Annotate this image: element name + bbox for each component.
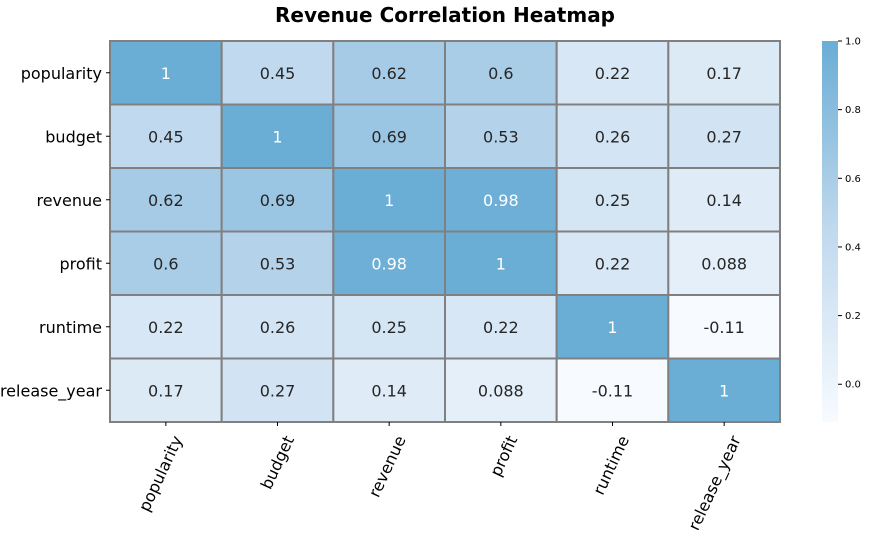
cell-value-label: 0.22 (483, 318, 519, 337)
heatmap-cell-budget-budget (220, 103, 335, 169)
cell-value-label: 0.45 (260, 64, 296, 83)
cell-value-label: 0.26 (260, 318, 296, 337)
cell-value-label: 0.14 (371, 381, 407, 400)
row-label-revenue: revenue (36, 191, 102, 210)
cell-value-label: 0.69 (371, 127, 407, 146)
column-label-profit: profit (486, 433, 521, 480)
heatmap-cell-profit-profit (444, 230, 558, 296)
cell-value-label: 0.22 (148, 318, 184, 337)
cell-value-label: 0.25 (371, 318, 407, 337)
colorbar-tick-label: 0.0 (845, 380, 861, 391)
cell-value-label: 1 (384, 191, 394, 210)
cell-value-label: 1 (607, 318, 617, 337)
heatmap-cell-profit-revenue (332, 230, 447, 296)
colorbar-tick-label: 0.2 (845, 311, 861, 322)
cell-value-label: 1 (496, 254, 506, 273)
chart-title: Revenue Correlation Heatmap (275, 3, 615, 27)
cell-value-label: 0.088 (701, 254, 747, 273)
cell-value-label: 1 (161, 64, 171, 83)
heatmap-cell-budget-release_year (667, 103, 781, 169)
column-labels: popularity budget revenue profit runtime rele… (135, 422, 746, 534)
heatmap-cell-revenue-release_year (667, 167, 781, 233)
cell-value-label: 0.62 (371, 64, 407, 83)
heatmap-cell-release_year-popularity (109, 357, 223, 423)
heatmap-cell-budget-profit (444, 103, 558, 169)
cell-value-label: -0.11 (703, 318, 744, 337)
column-label-release_year: release_year (684, 432, 745, 530)
cell-value-label: 0.6 (153, 254, 178, 273)
cell-value-label: 0.45 (148, 127, 184, 146)
cell-value-label: 0.17 (148, 381, 184, 400)
cell-value-label: 0.98 (371, 254, 407, 273)
cell-value-label: 0.27 (706, 127, 742, 146)
colorbar-tick-label: 0.6 (845, 174, 861, 185)
heatmap-cell-popularity-release_year (667, 40, 781, 106)
heatmap-cell-profit-runtime (555, 230, 670, 296)
heatmap-cell-profit-release_year (667, 230, 781, 296)
cell-value-label: 0.27 (260, 381, 296, 400)
column-label-revenue: revenue (365, 433, 410, 500)
row-label-profit: profit (59, 254, 102, 273)
colorbar-gradient (822, 41, 838, 422)
row-labels: popularity budget revenue profit runtime rele… (0, 64, 110, 401)
colorbar: 0.0 0.2 0.4 0.6 0.8 1.0 (822, 37, 861, 422)
colorbar-tick-label: 0.8 (845, 105, 861, 116)
column-label-popularity: popularity (135, 433, 187, 515)
row-label-popularity: popularity (21, 64, 102, 83)
heatmap-cell-revenue-budget (220, 167, 335, 233)
cell-value-label: 0.53 (260, 254, 296, 273)
row-label-runtime: runtime (39, 318, 102, 337)
cell-value-label: 0.53 (483, 127, 519, 146)
row-label-release_year: release_year (0, 381, 102, 401)
column-label-runtime: runtime (589, 433, 633, 498)
heatmap-cells: 1 0.45 0.62 0.6 0.22 0.17 0.45 1 0.69 0.53 0.26 0.2… (109, 40, 781, 423)
row-label-budget: budget (45, 127, 102, 146)
cell-value-label: 0.22 (595, 254, 631, 273)
heatmap-cell-revenue-profit (444, 167, 558, 233)
column-label-budget: budget (257, 433, 298, 492)
cell-value-label: 0.14 (706, 191, 742, 210)
heatmap-cell-profit-popularity (109, 230, 223, 296)
cell-value-label: 1 (272, 127, 282, 146)
heatmap-cell-release_year-release_year (667, 357, 781, 423)
cell-value-label: 0.6 (488, 64, 513, 83)
heatmap-cell-popularity-budget (220, 40, 335, 106)
cell-value-label: -0.11 (592, 381, 633, 400)
cell-value-label: 0.26 (595, 127, 631, 146)
cell-value-label: 0.088 (478, 381, 524, 400)
cell-value-label: 0.17 (706, 64, 742, 83)
cell-value-label: 0.25 (595, 191, 631, 210)
heatmap-cell-runtime-profit (444, 294, 558, 360)
heatmap-cell-runtime-revenue (332, 294, 447, 360)
cell-value-label: 0.69 (260, 191, 296, 210)
cell-value-label: 0.98 (483, 191, 519, 210)
heatmap-cell-profit-budget (220, 230, 335, 296)
cell-value-label: 0.22 (595, 64, 631, 83)
heatmap-cell-runtime-runtime (555, 294, 670, 360)
colorbar-tick-label: 0.4 (845, 242, 861, 253)
heatmap-cell-revenue-runtime (555, 167, 670, 233)
heatmap-cell-runtime-release_year (667, 294, 781, 360)
cell-value-label: 1 (719, 381, 729, 400)
cell-value-label: 0.62 (148, 191, 184, 210)
colorbar-tick-label: 1.0 (845, 37, 861, 48)
